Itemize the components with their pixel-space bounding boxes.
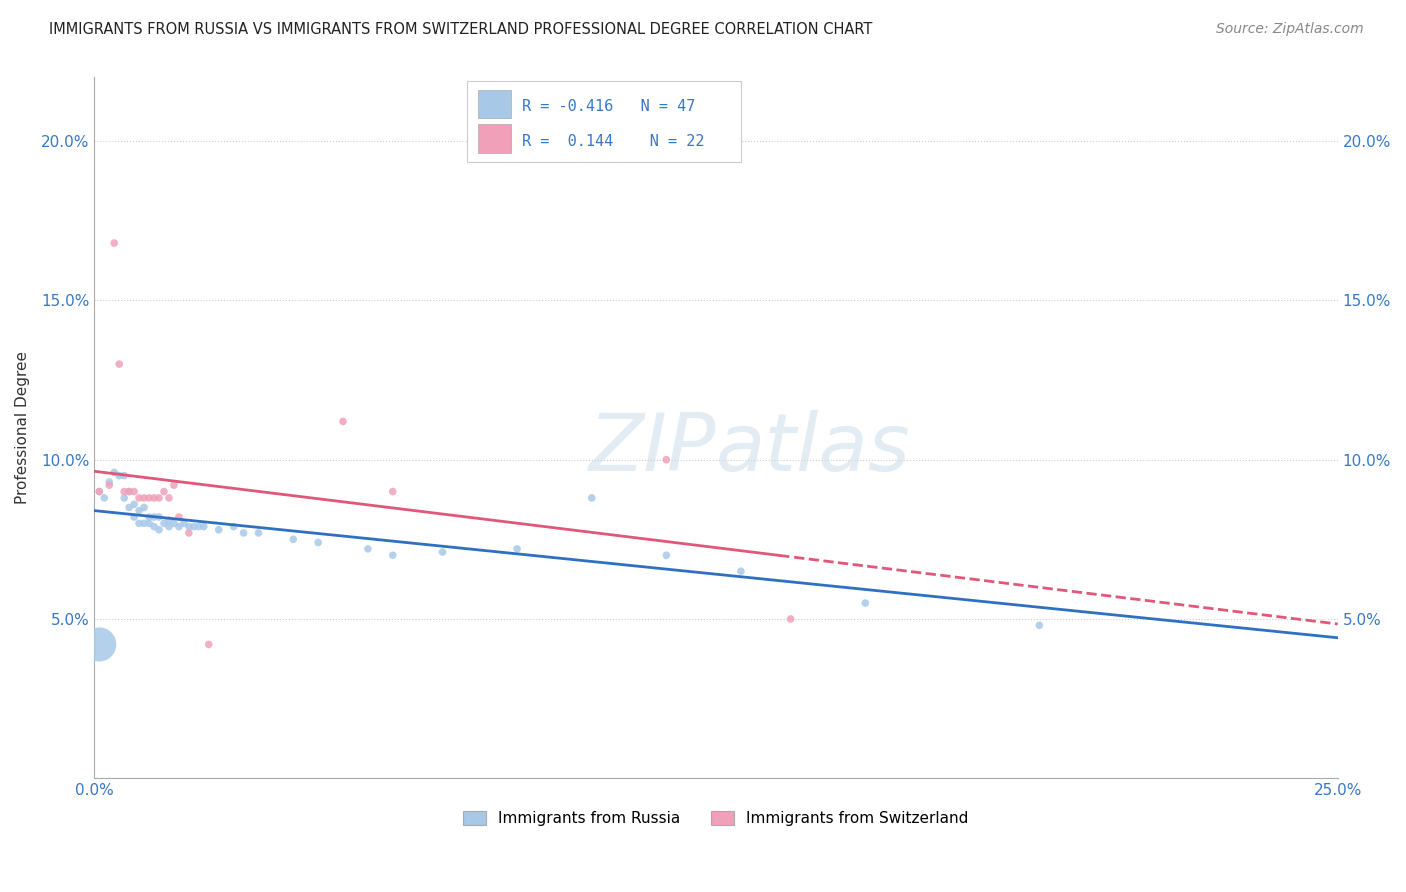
Text: R = -0.416   N = 47: R = -0.416 N = 47 [522, 99, 696, 114]
Point [283, 533, 305, 547]
Point [108, 468, 131, 483]
Point [143, 519, 166, 533]
Point [138, 491, 160, 505]
Point [122, 484, 145, 499]
Y-axis label: Professional Degree: Professional Degree [15, 351, 30, 504]
Point [381, 484, 404, 499]
Point [655, 548, 678, 562]
Point [89, 637, 111, 651]
Point [108, 357, 131, 371]
Point [118, 484, 141, 499]
Text: R =  0.144    N = 22: R = 0.144 N = 22 [522, 134, 704, 149]
Point [167, 510, 190, 524]
Point [177, 519, 200, 533]
Text: IMMIGRANTS FROM RUSSIA VS IMMIGRANTS FROM SWITZERLAND PROFESSIONAL DEGREE CORREL: IMMIGRANTS FROM RUSSIA VS IMMIGRANTS FRO… [49, 22, 873, 37]
Point [222, 519, 245, 533]
Point [143, 510, 166, 524]
Point [153, 484, 176, 499]
Point [148, 523, 170, 537]
Point [122, 497, 145, 511]
Point [103, 466, 125, 480]
Point [122, 510, 145, 524]
Point [89, 484, 111, 499]
Point [112, 491, 135, 505]
Legend: Immigrants from Russia, Immigrants from Switzerland: Immigrants from Russia, Immigrants from … [456, 804, 976, 834]
Point [112, 484, 135, 499]
Point [193, 519, 215, 533]
Text: Source: ZipAtlas.com: Source: ZipAtlas.com [1216, 22, 1364, 37]
Point [247, 525, 270, 540]
Point [128, 516, 150, 531]
Point [132, 516, 155, 531]
Point [98, 478, 121, 492]
Text: ZIP: ZIP [589, 409, 716, 488]
Point [232, 525, 254, 540]
Point [138, 510, 160, 524]
Point [1028, 618, 1050, 632]
Point [779, 612, 801, 626]
Point [112, 468, 135, 483]
Point [157, 513, 180, 527]
Point [153, 516, 176, 531]
Point [89, 484, 111, 499]
Point [432, 545, 454, 559]
Point [197, 637, 219, 651]
Point [332, 414, 354, 428]
Point [138, 516, 160, 531]
Point [163, 478, 186, 492]
Point [118, 500, 141, 515]
Point [183, 519, 205, 533]
Point [118, 484, 141, 499]
Point [157, 491, 180, 505]
Point [581, 491, 603, 505]
Point [143, 491, 166, 505]
Point [173, 516, 195, 531]
Point [853, 596, 876, 610]
Point [167, 519, 190, 533]
Point [357, 541, 380, 556]
Point [187, 519, 209, 533]
Point [157, 519, 180, 533]
Point [655, 452, 678, 467]
Point [148, 491, 170, 505]
Point [307, 535, 329, 549]
Point [163, 516, 186, 531]
Point [506, 541, 529, 556]
Point [93, 491, 115, 505]
Text: atlas: atlas [716, 409, 911, 488]
Point [128, 491, 150, 505]
Point [98, 475, 121, 489]
Point [128, 503, 150, 517]
Point [132, 491, 155, 505]
Point [208, 523, 231, 537]
Point [103, 236, 125, 251]
Point [148, 510, 170, 524]
Point [730, 564, 752, 578]
Point [381, 548, 404, 562]
Point [132, 500, 155, 515]
Point [177, 525, 200, 540]
